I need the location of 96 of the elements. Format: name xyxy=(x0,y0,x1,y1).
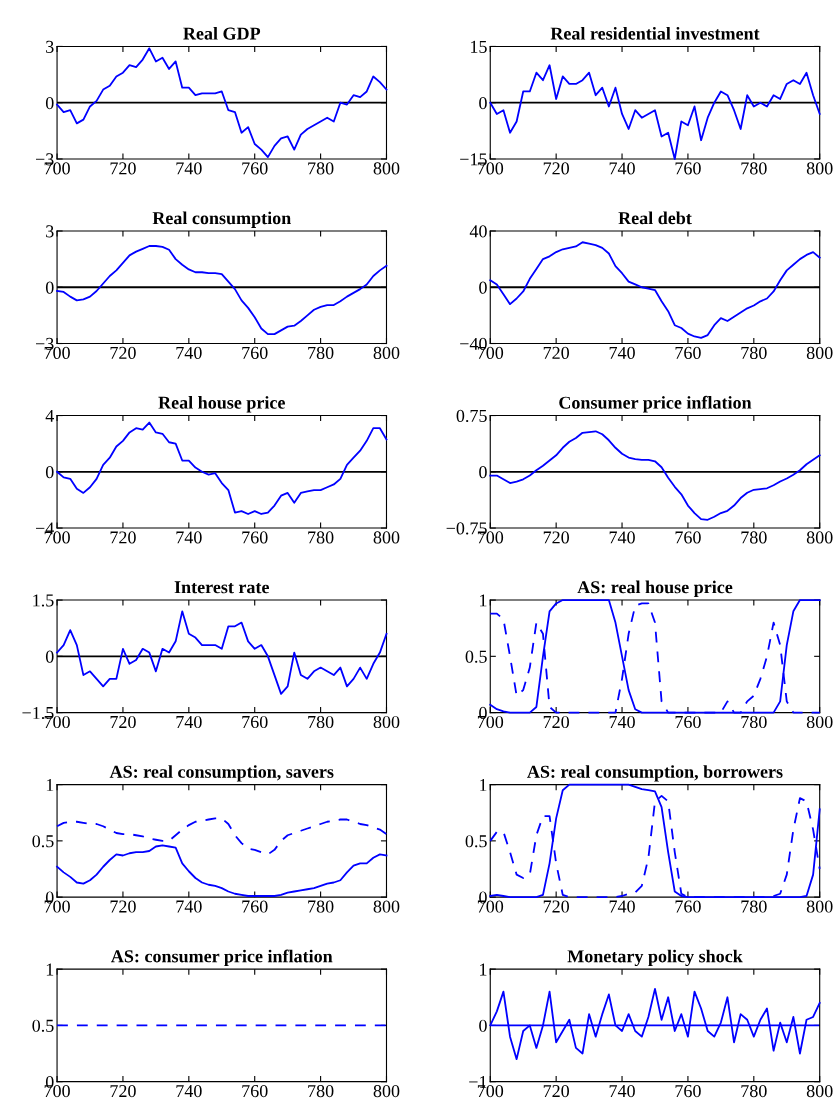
x-tick-label: 740 xyxy=(176,162,202,175)
x-tick-label: 740 xyxy=(176,1084,202,1098)
x-tick-label: 800 xyxy=(806,162,833,175)
x-tick-label: 740 xyxy=(176,715,202,729)
x-tick-label: 740 xyxy=(176,531,202,544)
x-tick-label: 760 xyxy=(675,531,701,544)
x-tick-label: 720 xyxy=(110,715,136,729)
x-tick-label: 720 xyxy=(110,531,136,544)
x-tick-label: 720 xyxy=(543,162,570,175)
y-tick-label: 0.5 xyxy=(32,835,54,848)
y-tick-label: 1 xyxy=(46,963,54,976)
x-tick-label: 740 xyxy=(176,346,202,359)
x-tick-label: 740 xyxy=(176,900,202,913)
x-tick-label: 800 xyxy=(373,531,400,544)
x-tick-label: 720 xyxy=(543,531,570,544)
y-tick-label: 0.5 xyxy=(465,650,487,663)
x-tick-label: 720 xyxy=(543,1084,570,1098)
y-tick-label: 0 xyxy=(45,466,54,479)
x-tick-label: 740 xyxy=(609,715,635,729)
x-tick-label: 800 xyxy=(373,346,400,359)
x-tick-label: 780 xyxy=(741,531,767,544)
chart-title: Real consumption xyxy=(152,211,291,228)
y-tick-label: 0 xyxy=(479,466,487,479)
y-tick-label: 3 xyxy=(46,40,54,53)
x-tick-label: 780 xyxy=(308,1084,334,1098)
x-tick-label: 780 xyxy=(741,162,767,175)
chart-title: AS: consumer price inflation xyxy=(111,949,333,967)
x-tick-label: 760 xyxy=(675,162,701,175)
x-tick-label: 740 xyxy=(609,531,635,544)
chart-title: AS: real consumption, borrowers xyxy=(527,765,783,782)
chart-title: AS: real consumption, savers xyxy=(109,765,334,782)
x-tick-label: 740 xyxy=(609,1084,635,1098)
x-tick-label: 760 xyxy=(675,900,701,913)
x-tick-label: 800 xyxy=(806,715,833,729)
x-tick-label: 780 xyxy=(741,900,767,913)
x-tick-label: 780 xyxy=(308,346,334,359)
x-tick-label: 800 xyxy=(373,900,400,913)
x-tick-label: 780 xyxy=(308,531,334,544)
chart-title: Consumer price inflation xyxy=(559,395,752,413)
x-tick-label: 720 xyxy=(543,715,570,729)
y-tick-label: 1.5 xyxy=(33,594,54,607)
x-tick-label: 800 xyxy=(806,346,833,359)
y-tick-label: 0.5 xyxy=(465,835,487,848)
x-tick-label: 720 xyxy=(110,162,136,175)
chart-title: Real debt xyxy=(618,211,692,225)
y-tick-label: 0 xyxy=(479,281,487,294)
y-tick-label: 0 xyxy=(479,1019,487,1032)
x-tick-label: 760 xyxy=(242,346,268,359)
x-tick-label: 760 xyxy=(675,1084,701,1098)
x-tick-label: 720 xyxy=(110,900,136,913)
x-tick-label: 720 xyxy=(110,1084,136,1098)
x-tick-label: 780 xyxy=(741,715,767,729)
x-tick-label: 800 xyxy=(373,1084,400,1098)
x-tick-label: 740 xyxy=(609,346,635,359)
x-tick-label: 800 xyxy=(806,531,833,544)
x-tick-label: 760 xyxy=(242,1084,268,1098)
y-tick-label: 1 xyxy=(480,594,487,607)
x-tick-label: 800 xyxy=(806,1084,833,1098)
chart-title: Monetary policy shock xyxy=(567,949,743,967)
y-tick-label: 1 xyxy=(46,778,54,791)
x-tick-label: 720 xyxy=(543,900,570,913)
y-tick-label: 0 xyxy=(45,650,54,663)
x-tick-label: 760 xyxy=(242,531,268,544)
y-tick-label: 1 xyxy=(480,778,487,791)
y-tick-label: 0.75 xyxy=(456,409,487,423)
x-tick-label: 780 xyxy=(308,162,334,175)
y-tick-label: 0 xyxy=(479,96,487,110)
y-tick-label: 0 xyxy=(45,96,54,110)
chart-title: Real residential investment xyxy=(550,26,760,40)
y-tick-label: 15 xyxy=(471,40,487,53)
x-tick-label: 760 xyxy=(242,715,268,729)
y-tick-label: 40 xyxy=(469,225,487,238)
chart-title: Real house price xyxy=(158,396,285,413)
x-tick-label: 760 xyxy=(675,346,701,359)
x-tick-label: 800 xyxy=(373,162,400,175)
x-tick-label: 740 xyxy=(609,162,635,175)
x-tick-label: 780 xyxy=(741,346,767,359)
x-tick-label: 760 xyxy=(675,715,701,729)
chart-title: AS: real house price xyxy=(577,580,733,597)
x-tick-label: 780 xyxy=(308,900,334,913)
x-tick-label: 760 xyxy=(242,162,268,175)
x-tick-label: 800 xyxy=(373,715,400,729)
y-tick-label: 4 xyxy=(45,409,54,422)
x-tick-label: 720 xyxy=(543,346,570,359)
x-tick-label: 780 xyxy=(741,1084,767,1098)
chart-title: Interest rate xyxy=(174,581,270,594)
y-tick-label: 3 xyxy=(46,225,54,238)
x-tick-label: 780 xyxy=(308,715,334,729)
x-tick-label: 760 xyxy=(242,900,268,913)
x-tick-label: 740 xyxy=(609,900,635,913)
y-tick-label: 1 xyxy=(480,963,487,976)
x-tick-label: 800 xyxy=(806,900,833,913)
y-tick-label: 0.5 xyxy=(32,1019,54,1032)
y-tick-label: 0 xyxy=(45,281,54,294)
chart-title: Real GDP xyxy=(183,26,261,40)
x-tick-label: 720 xyxy=(110,346,136,359)
